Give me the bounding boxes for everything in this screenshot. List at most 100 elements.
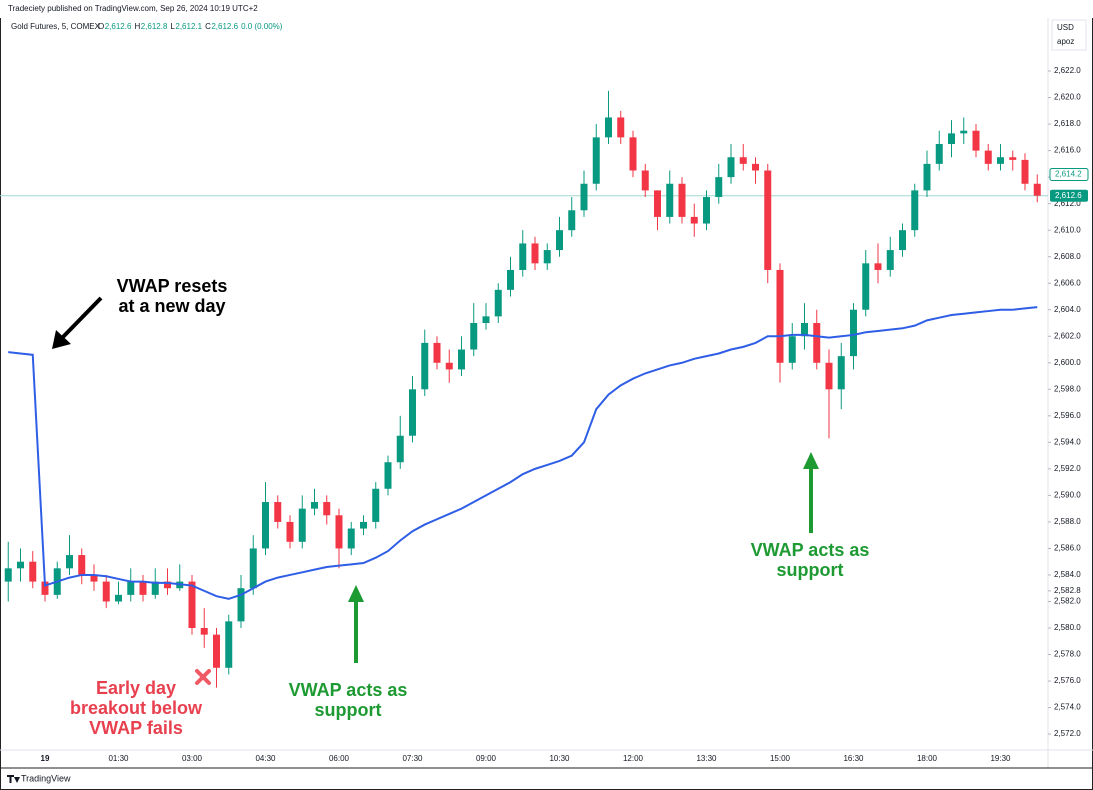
candle-body bbox=[837, 356, 845, 390]
candle-body bbox=[372, 488, 380, 522]
candle-body bbox=[41, 581, 49, 595]
candle-body bbox=[470, 323, 478, 350]
x-tick-label: 16:30 bbox=[843, 754, 864, 763]
annotation: VWAP fails bbox=[89, 718, 183, 738]
candle-body bbox=[825, 362, 833, 390]
candle-body bbox=[127, 581, 135, 595]
candle-body bbox=[605, 117, 612, 138]
annotation: support bbox=[777, 560, 844, 580]
candle-body bbox=[813, 323, 821, 363]
candle-body bbox=[568, 210, 576, 231]
ohlc-value: 2,612.8 bbox=[141, 22, 168, 31]
candle-body bbox=[225, 621, 233, 668]
logo bbox=[7, 775, 20, 783]
x-tick-label: 19 bbox=[41, 754, 50, 763]
y-tick-label: 2,576.0 bbox=[1054, 676, 1081, 685]
x-tick-label: 15:00 bbox=[770, 754, 791, 763]
y-tick-label: 2,602.0 bbox=[1054, 331, 1081, 340]
ohlc-change: 0.0 (0.00%) bbox=[241, 22, 283, 31]
x-tick-label: 01:30 bbox=[108, 754, 129, 763]
candle-body bbox=[678, 183, 686, 217]
x-tick-label: 13:30 bbox=[696, 754, 717, 763]
x-tick-label: 04:30 bbox=[255, 754, 276, 763]
candle-body bbox=[715, 177, 723, 198]
candle-body bbox=[739, 157, 747, 164]
candle-body bbox=[629, 137, 637, 171]
candle-body bbox=[519, 243, 527, 270]
y-tick-label: 2,592.0 bbox=[1054, 464, 1081, 473]
candle-body bbox=[997, 157, 1004, 164]
annotation: support bbox=[315, 700, 382, 720]
y-tick-label: 2,584.0 bbox=[1054, 570, 1081, 579]
candle-body bbox=[458, 349, 465, 370]
price-label: 2,612.6 bbox=[1055, 191, 1082, 200]
candle-body bbox=[66, 555, 73, 569]
candle-body bbox=[592, 137, 600, 184]
candle-body bbox=[188, 581, 196, 628]
plot: 2,572.0 2,574.0 2,576.0 2,578.0 2,580.0 2,582… bbox=[0, 66, 1089, 763]
candle-body bbox=[445, 362, 453, 370]
candle-body bbox=[776, 269, 784, 363]
candle-body bbox=[164, 581, 171, 589]
candle-body bbox=[29, 561, 37, 582]
candle-body bbox=[654, 190, 661, 217]
candle-body bbox=[396, 435, 404, 463]
candle-body bbox=[960, 130, 968, 134]
y-tick-label: 2,572.0 bbox=[1054, 729, 1081, 738]
candle-body bbox=[494, 289, 502, 317]
y-tick-label: 2,588.0 bbox=[1054, 517, 1081, 526]
candle-body bbox=[347, 528, 355, 549]
ohlc-key: C bbox=[205, 22, 211, 31]
footer-brand: TradingView bbox=[21, 773, 71, 783]
candle-body bbox=[4, 568, 12, 582]
y-tick-label: 2,594.0 bbox=[1054, 437, 1081, 446]
candle-body bbox=[850, 309, 857, 357]
candle-body bbox=[1033, 183, 1041, 196]
candle-body bbox=[1021, 159, 1029, 184]
ohlc-key: O bbox=[98, 22, 104, 31]
candle-body bbox=[935, 143, 943, 164]
candle-body bbox=[703, 197, 710, 224]
y-tick-label: 2,590.0 bbox=[1054, 491, 1081, 500]
x-tick-label: 09:00 bbox=[476, 754, 497, 763]
candle-body bbox=[482, 316, 490, 323]
candle-body bbox=[531, 243, 539, 264]
annotation: VWAP acts as bbox=[289, 680, 408, 700]
y-tick-label: 2,582.8 bbox=[1054, 586, 1081, 595]
candle-body bbox=[899, 230, 906, 251]
candle-body bbox=[151, 581, 159, 595]
candle-body bbox=[335, 515, 343, 549]
y-tick-label: 2,600.0 bbox=[1054, 358, 1081, 367]
ohlc-legend: O 2,612.6 H 2,612.8 L 2,612.1 C 2,612.6 0.0 (0.0… bbox=[98, 22, 283, 31]
y-tick-label: 2,586.0 bbox=[1054, 544, 1081, 553]
y-tick-label: 2,604.0 bbox=[1054, 305, 1081, 314]
candle-body bbox=[617, 117, 625, 138]
candle-body bbox=[102, 581, 110, 602]
candle-body bbox=[764, 170, 772, 270]
price-label-box bbox=[1049, 167, 1089, 181]
annotation: breakout below bbox=[70, 698, 203, 718]
candle-body bbox=[409, 389, 416, 436]
candle-body bbox=[286, 521, 294, 542]
y-tick-label: 2,622.0 bbox=[1054, 66, 1081, 75]
candle-body bbox=[972, 130, 980, 151]
candle-body bbox=[911, 190, 919, 231]
candle-body bbox=[360, 521, 367, 529]
candle-body bbox=[115, 594, 122, 602]
candle-body bbox=[543, 250, 551, 264]
x-tick-label: 19:30 bbox=[990, 754, 1011, 763]
candle-body bbox=[1009, 157, 1017, 160]
ohlc-value: 2,612.6 bbox=[105, 22, 132, 31]
candle-body bbox=[433, 342, 441, 363]
candle-body bbox=[874, 263, 882, 270]
y-tick-label: 2,616.0 bbox=[1054, 146, 1081, 155]
candle-body bbox=[556, 230, 563, 251]
candle-body bbox=[666, 183, 674, 217]
candle-body bbox=[727, 157, 735, 178]
y-tick-label: 2,596.0 bbox=[1054, 411, 1081, 420]
candle-body bbox=[421, 342, 429, 390]
y-tick-label: 2,620.0 bbox=[1054, 93, 1081, 102]
candle-body bbox=[641, 170, 649, 191]
